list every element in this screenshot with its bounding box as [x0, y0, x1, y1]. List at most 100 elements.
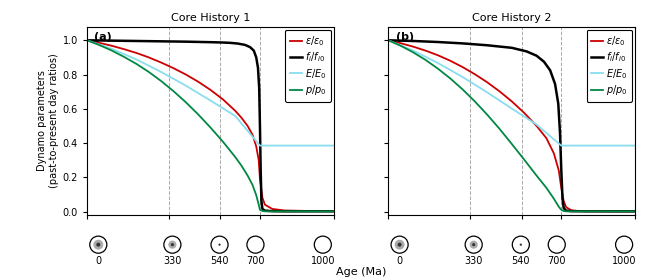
- fᵢ/fᵢ0: [281, 210, 288, 213]
- E/E₀: [330, 144, 338, 147]
- ε/ε₀: [550, 151, 558, 155]
- E/E₀: [384, 39, 392, 42]
- p/p₀: [631, 210, 639, 213]
- p/p₀: [471, 100, 479, 103]
- ε/ε₀: [446, 59, 454, 62]
- p/p₀: [108, 49, 115, 52]
- Circle shape: [395, 240, 404, 249]
- Legend: $\epsilon/\epsilon_0$, $f_i/f_{i0}$, $E/E_0$, $p/p_0$: $\epsilon/\epsilon_0$, $f_i/f_{i0}$, $E/…: [285, 29, 331, 102]
- p/p₀: [557, 208, 565, 211]
- ε/ε₀: [330, 209, 338, 213]
- Line: fᵢ/fᵢ0: fᵢ/fᵢ0: [87, 40, 334, 211]
- ε/ε₀: [170, 67, 177, 70]
- p/p₀: [261, 210, 269, 213]
- ε/ε₀: [555, 169, 562, 172]
- fᵢ/fᵢ0: [250, 49, 257, 52]
- fᵢ/fᵢ0: [254, 66, 262, 69]
- Circle shape: [96, 243, 101, 247]
- ε/ε₀: [219, 98, 227, 101]
- E/E₀: [281, 144, 288, 147]
- fᵢ/fᵢ0: [555, 102, 562, 105]
- E/E₀: [206, 99, 214, 102]
- Line: E/E₀: E/E₀: [388, 40, 635, 146]
- Line: ε/ε₀: ε/ε₀: [388, 40, 635, 211]
- E/E₀: [306, 144, 313, 147]
- fᵢ/fᵢ0: [157, 40, 165, 43]
- ε/ε₀: [120, 48, 128, 51]
- fᵢ/fᵢ0: [631, 210, 639, 213]
- ε/ε₀: [483, 81, 491, 84]
- Line: p/p₀: p/p₀: [87, 40, 334, 211]
- ε/ε₀: [261, 203, 269, 206]
- ε/ε₀: [397, 41, 404, 45]
- ε/ε₀: [542, 137, 550, 140]
- Line: fᵢ/fᵢ0: fᵢ/fᵢ0: [388, 40, 635, 211]
- fᵢ/fᵢ0: [241, 43, 249, 46]
- E/E₀: [409, 49, 417, 52]
- p/p₀: [409, 51, 417, 54]
- p/p₀: [255, 203, 263, 206]
- ε/ε₀: [631, 210, 639, 213]
- Title: Core History 2: Core History 2: [472, 13, 551, 23]
- E/E₀: [232, 114, 239, 118]
- ε/ε₀: [567, 208, 575, 212]
- E/E₀: [508, 107, 516, 110]
- E/E₀: [108, 47, 115, 50]
- ε/ε₀: [268, 207, 276, 211]
- E/E₀: [631, 144, 639, 147]
- p/p₀: [446, 77, 454, 80]
- p/p₀: [157, 79, 165, 83]
- ε/ε₀: [508, 100, 516, 103]
- fᵢ/fᵢ0: [252, 56, 260, 59]
- p/p₀: [206, 126, 214, 129]
- fᵢ/fᵢ0: [508, 46, 516, 50]
- E/E₀: [256, 144, 264, 147]
- E/E₀: [607, 144, 615, 147]
- p/p₀: [422, 58, 430, 62]
- Text: (a): (a): [94, 32, 112, 42]
- p/p₀: [562, 210, 570, 213]
- ε/ε₀: [244, 124, 252, 128]
- ε/ε₀: [434, 53, 442, 57]
- ε/ε₀: [108, 44, 115, 47]
- p/p₀: [244, 174, 252, 177]
- ε/ε₀: [157, 61, 165, 64]
- ε/ε₀: [206, 88, 214, 92]
- ε/ε₀: [607, 210, 615, 213]
- Circle shape: [219, 244, 221, 246]
- Circle shape: [520, 244, 522, 246]
- fᵢ/fᵢ0: [533, 54, 541, 57]
- Text: Age (Ma): Age (Ma): [336, 267, 386, 277]
- E/E₀: [182, 84, 190, 87]
- Text: 330: 330: [464, 256, 483, 266]
- E/E₀: [83, 39, 91, 42]
- p/p₀: [249, 183, 257, 187]
- ε/ε₀: [281, 209, 288, 212]
- p/p₀: [607, 210, 615, 213]
- ε/ε₀: [562, 206, 570, 209]
- p/p₀: [521, 158, 528, 161]
- fᵢ/fᵢ0: [226, 41, 234, 45]
- p/p₀: [182, 101, 190, 104]
- p/p₀: [330, 210, 338, 213]
- fᵢ/fᵢ0: [261, 209, 269, 212]
- E/E₀: [434, 61, 442, 65]
- fᵢ/fᵢ0: [409, 39, 417, 43]
- p/p₀: [252, 193, 260, 197]
- Circle shape: [168, 241, 177, 249]
- Text: (b): (b): [396, 32, 414, 42]
- fᵢ/fᵢ0: [259, 207, 266, 211]
- p/p₀: [560, 209, 568, 213]
- p/p₀: [459, 88, 466, 91]
- fᵢ/fᵢ0: [434, 40, 442, 44]
- ε/ε₀: [249, 133, 257, 136]
- fᵢ/fᵢ0: [133, 39, 141, 43]
- p/p₀: [145, 70, 153, 74]
- Text: 330: 330: [163, 256, 182, 266]
- p/p₀: [533, 174, 541, 177]
- fᵢ/fᵢ0: [459, 42, 466, 45]
- ε/ε₀: [384, 39, 392, 42]
- p/p₀: [397, 44, 404, 47]
- Text: 0: 0: [397, 256, 402, 266]
- Circle shape: [397, 243, 402, 247]
